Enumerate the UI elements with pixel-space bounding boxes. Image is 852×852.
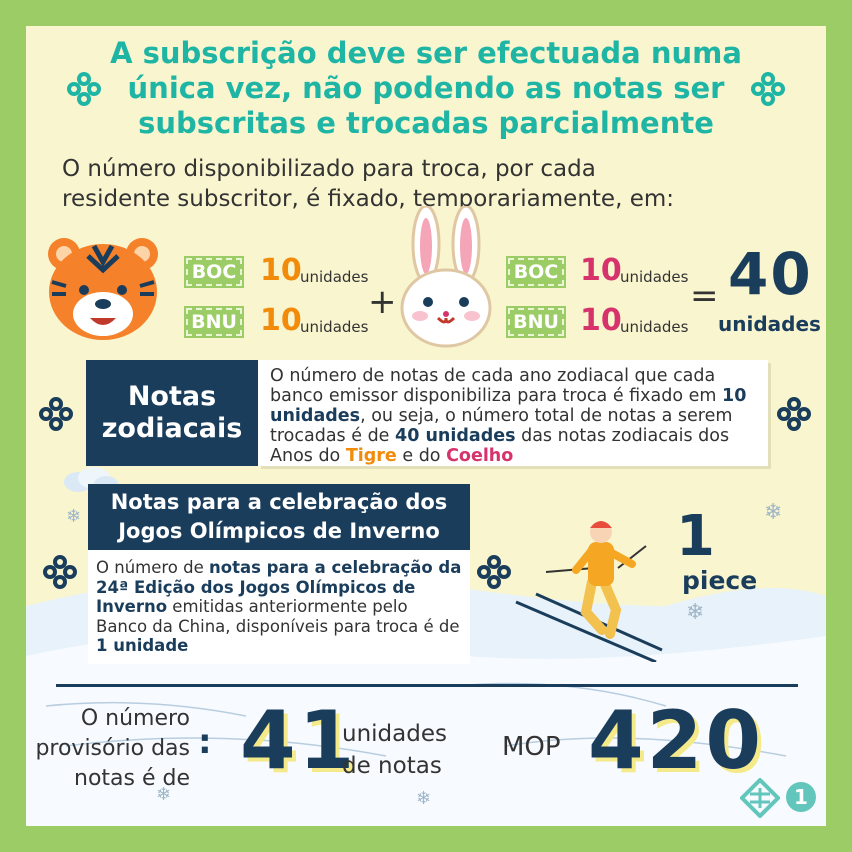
infographic-canvas: A subscrição deve ser efectuada numa úni… [26,26,826,826]
olympic-heading-line-1: Notas para a celebração dos [110,490,448,514]
currency-label: MOP [502,732,561,762]
boc-badge: BOC [506,256,566,288]
skier-illustration [515,521,663,662]
olympic-notes-heading: Notas para a celebração dos Jogos Olímpi… [88,484,470,550]
olympic-count-unit: piece [682,566,758,595]
intro-text: O número disponibilizado para troca, por… [62,154,682,214]
summary-label-line-3: notas é de [74,766,190,791]
zodiac-heading-line-1: Notas [127,381,217,412]
flower-ornament-icon [751,72,785,106]
flower-ornament-icon [67,72,101,106]
summary-unit-line-1: unidades [342,721,447,747]
zodiac-notes-description: O número de notas de cada ano zodiacal q… [258,360,768,466]
summary-count-unit: unidades de notas [342,718,447,782]
flower-ornament-icon [39,397,73,431]
rabbit-face-icon [400,206,492,348]
title-line-1: A subscrição deve ser efectuada numa [110,36,742,70]
title-line-2: única vez, não podendo as notas ser [127,71,725,105]
divider-line [56,684,798,687]
olympic-notes-description: O número de notas para a celebração da 2… [88,550,470,664]
tiger-face-icon [48,238,158,340]
tiger-boc-value: 10 [260,253,302,288]
snowflake-icon: ❄ [156,784,172,805]
boc-badge: BOC [184,256,244,288]
rabbit-boc-unit: unidades [620,268,689,286]
olympic-count: 1 [676,504,715,569]
summary-label: O número provisório das notas é de [30,704,190,794]
summary-colon: : [198,722,212,762]
plus-sign: + [368,282,397,322]
tiger-boc-unit: unidades [300,268,369,286]
total-value: 40 [728,240,813,308]
snowflake-icon: ❄ [686,600,705,625]
intro-line-2: residente subscritor, é fixado, temporar… [62,186,674,212]
equals-sign: = [690,276,719,316]
snowflake-icon: ❄ [416,788,432,809]
summary-amount: 420 [588,694,764,787]
zodiac-heading-line-2: zodiacais [101,413,243,444]
tiger-bnu-unit: unidades [300,318,369,336]
tiger-bnu-value: 10 [260,303,302,338]
bnu-badge: BNU [506,306,566,338]
rabbit-bnu-unit: unidades [620,318,689,336]
flower-ornament-icon [777,397,811,431]
snowflake-icon: ❄ [66,506,82,527]
snowflake-icon: ❄ [764,500,783,525]
flower-ornament-icon [43,555,77,589]
page-title: A subscrição deve ser efectuada numa úni… [96,36,756,141]
title-line-3: subscritas e trocadas parcialmente [138,106,714,140]
total-unit: unidades [718,312,821,336]
summary-label-line-1: O número [80,706,190,731]
summary-unit-line-2: de notas [342,753,442,779]
bnu-badge: BNU [184,306,244,338]
summary-count: 41 [240,694,358,787]
rabbit-boc-value: 10 [580,253,622,288]
page-number-badge: 1 [786,782,816,812]
rabbit-bnu-value: 10 [580,303,622,338]
monetary-authority-logo-icon [740,778,780,818]
olympic-heading-line-2: Jogos Olímpicos de Inverno [118,519,440,543]
intro-line-1: O número disponibilizado para troca, por… [62,156,596,182]
flower-ornament-icon [477,555,511,589]
summary-label-line-2: provisório das [35,736,190,761]
zodiac-notes-heading: Notas zodiacais [86,360,258,466]
